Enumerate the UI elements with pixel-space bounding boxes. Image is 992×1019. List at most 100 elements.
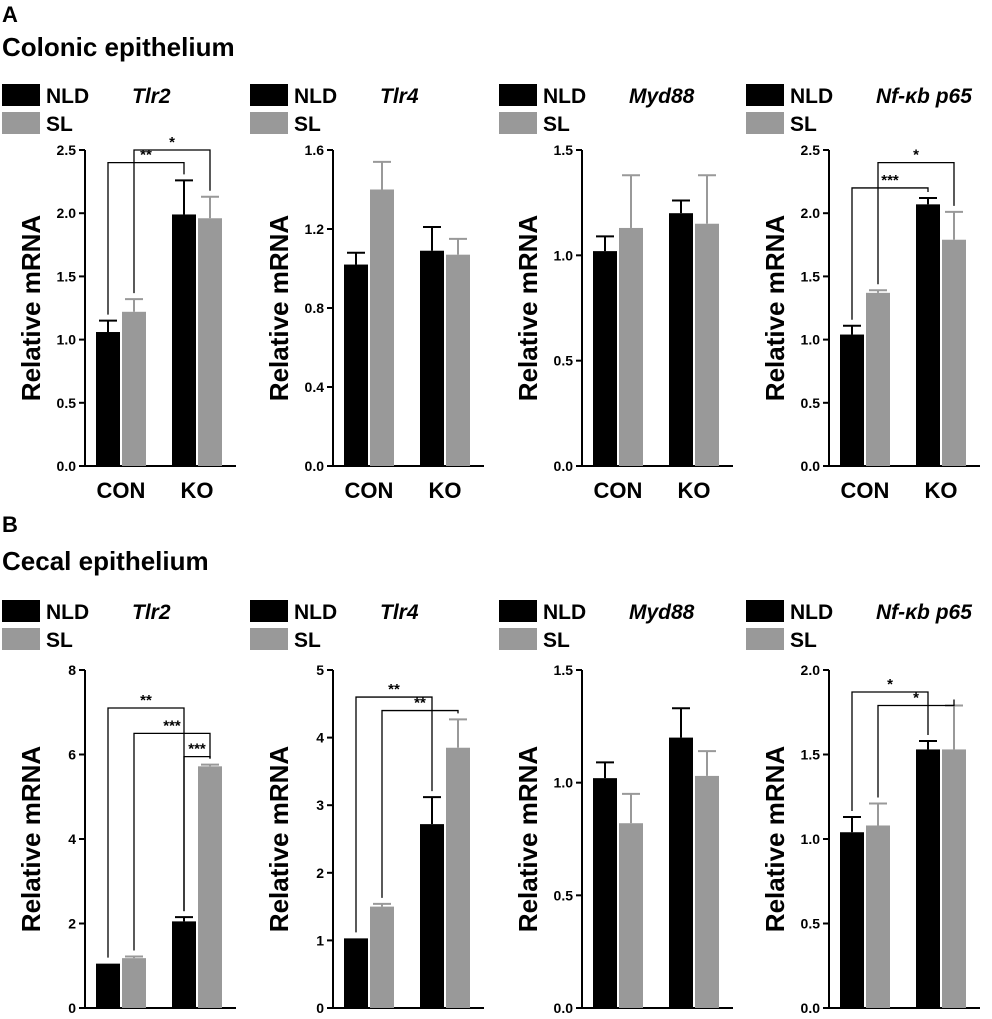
y-tick-label: 1.5 — [801, 747, 821, 763]
category-label-con: CON — [345, 478, 394, 503]
legend-swatch-sl — [2, 628, 40, 650]
bar-nld-con — [344, 264, 368, 466]
bar-sl-con — [866, 292, 890, 466]
y-tick-label: 1.5 — [801, 268, 821, 284]
legend-label-sl: SL — [46, 629, 73, 652]
y-tick-label: 0.0 — [554, 1000, 574, 1016]
bar-nld-ko — [669, 737, 693, 1008]
bar-sl-con — [866, 825, 890, 1008]
legend-label-sl: SL — [46, 113, 73, 136]
bar-nld-ko — [420, 250, 444, 466]
legend-swatch-sl — [250, 628, 288, 650]
chart-b-4: NLD SL Nf-κb p65 Relative mRNA 0.0 0.5 1.0 1.5 2… — [746, 600, 980, 1016]
bar-nld-ko — [916, 204, 940, 467]
y-tick-label: 2.5 — [57, 142, 77, 158]
legend-label-sl: SL — [790, 113, 817, 136]
category-label-ko: KO — [429, 478, 462, 503]
bar-sl-con — [122, 311, 146, 466]
bar-nld-con — [593, 778, 617, 1008]
legend-swatch-sl — [499, 112, 537, 134]
legend-label-nld: NLD — [294, 601, 337, 624]
chart-a-4: NLD SL Nf-κb p65 Relative mRNA 0.0 0.5 1.0 1.5 2… — [746, 84, 980, 503]
bar-sl-con — [619, 823, 643, 1008]
y-tick-label: 1 — [316, 932, 324, 948]
y-tick-label: 2 — [68, 916, 76, 932]
y-axis-label: Relative mRNA — [264, 746, 294, 933]
legend-swatch-nld — [250, 600, 288, 622]
significance-label: ** — [140, 147, 152, 164]
chart-a-3: NLD SL Myd88 Relative mRNA 0.0 0.5 1.0 1.5 CON KO — [499, 84, 733, 503]
y-tick-label: 1.2 — [305, 221, 325, 237]
y-tick-label: 6 — [68, 747, 76, 763]
legend-swatch-sl — [2, 112, 40, 134]
significance-bracket — [851, 691, 929, 812]
bar-sl-ko — [695, 775, 719, 1008]
significance-label: *** — [881, 172, 899, 189]
charts-layer: NLD SL Tlr2 Relative mRNA 0.0 0.5 1.0 1.5 2.0 2.5… — [2, 84, 980, 1016]
bar-sl-ko — [695, 223, 719, 466]
y-axis-label: Relative mRNA — [16, 746, 46, 933]
significance-bracket — [355, 696, 433, 933]
bar-sl-ko — [446, 747, 470, 1008]
significance-label: * — [913, 147, 919, 164]
legend-label-sl: SL — [543, 113, 570, 136]
category-label-con: CON — [97, 478, 146, 503]
y-tick-label: 4 — [316, 730, 324, 746]
y-tick-label: 1.0 — [554, 247, 574, 263]
legend-label-sl: SL — [294, 113, 321, 136]
y-axis-label: Relative mRNA — [513, 746, 543, 933]
y-tick-label: 1.0 — [554, 775, 574, 791]
gene-label: Tlr4 — [380, 85, 419, 108]
y-tick-label: 1.5 — [57, 268, 77, 284]
legend-swatch-sl — [746, 628, 784, 650]
gene-label: Tlr4 — [380, 601, 419, 624]
y-tick-label: 1.5 — [554, 662, 574, 678]
y-axis-label: Relative mRNA — [760, 215, 790, 402]
significance-label: ** — [140, 692, 152, 709]
panel-letter-a: A — [2, 2, 18, 27]
gene-label: Myd88 — [629, 601, 695, 624]
legend-swatch-sl — [499, 628, 537, 650]
y-tick-label: 0 — [68, 1000, 76, 1016]
y-tick-label: 3 — [316, 797, 324, 813]
bar-nld-con — [344, 938, 368, 1008]
category-label-ko: KO — [678, 478, 711, 503]
significance-bracket — [381, 709, 459, 898]
legend-swatch-nld — [2, 600, 40, 622]
chart-a-1: NLD SL Tlr2 Relative mRNA 0.0 0.5 1.0 1.5 2.0 2.5… — [2, 84, 236, 503]
panel-letter-b: B — [2, 512, 18, 537]
significance-bracket — [877, 699, 955, 798]
bar-nld-con — [840, 832, 864, 1008]
significance-bracket — [133, 732, 211, 951]
legend-label-nld: NLD — [543, 601, 586, 624]
y-axis-label: Relative mRNA — [513, 215, 543, 402]
y-tick-label: 0.5 — [57, 395, 77, 411]
legend-swatch-sl — [746, 112, 784, 134]
y-tick-label: 2.5 — [801, 142, 821, 158]
legend-swatch-nld — [499, 600, 537, 622]
bar-nld-con — [96, 332, 120, 466]
gene-label: Tlr2 — [132, 601, 171, 624]
y-tick-label: 0.5 — [554, 887, 574, 903]
y-tick-label: 0.4 — [305, 379, 325, 395]
y-tick-label: 0.0 — [305, 458, 325, 474]
section-title-cecal: Cecal epithelium — [2, 546, 209, 576]
bar-sl-ko — [446, 254, 470, 466]
gene-label: Tlr2 — [132, 85, 171, 108]
y-tick-label: 4 — [68, 831, 76, 847]
bar-nld-ko — [916, 749, 940, 1008]
y-axis-label: Relative mRNA — [264, 215, 294, 402]
category-label-con: CON — [594, 478, 643, 503]
legend-swatch-sl — [250, 112, 288, 134]
bar-nld-con — [840, 334, 864, 466]
y-tick-label: 0.5 — [801, 916, 821, 932]
y-tick-label: 8 — [68, 662, 76, 678]
category-label-ko: KO — [925, 478, 958, 503]
legend-label-nld: NLD — [790, 601, 833, 624]
y-tick-label: 1.5 — [554, 142, 574, 158]
legend-swatch-nld — [250, 84, 288, 106]
significance-bracket — [877, 161, 955, 285]
